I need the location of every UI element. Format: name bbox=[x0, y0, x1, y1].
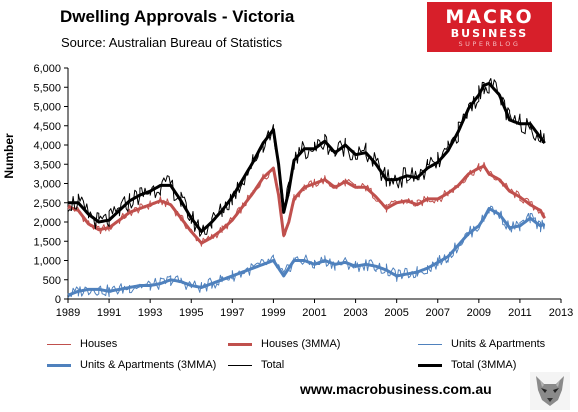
legend-label: Houses bbox=[80, 338, 118, 350]
x-tick-label: 2011 bbox=[508, 307, 532, 319]
y-axis-label: Number bbox=[2, 133, 16, 179]
tick-labels: 0 500 1,000 1,500 2,000 2,500 3,000 3,500 4,000 4… bbox=[33, 63, 573, 319]
x-tick-label: 1993 bbox=[138, 307, 162, 319]
y-tick-label: 1,500 bbox=[33, 236, 61, 248]
legend-label: Total (3MMA) bbox=[451, 359, 517, 371]
x-tick-label: 1995 bbox=[179, 307, 203, 319]
legend-swatch bbox=[228, 343, 252, 346]
y-tick-label: 1,000 bbox=[33, 256, 61, 268]
x-tick-label: 2003 bbox=[343, 307, 367, 319]
series-layer bbox=[67, 78, 546, 299]
y-tick-label: 3,500 bbox=[33, 159, 61, 171]
x-tick-label: 2013 bbox=[549, 307, 573, 319]
footer-url: www.macrobusiness.com.au bbox=[300, 381, 492, 397]
x-tick-label: 2005 bbox=[384, 307, 408, 319]
series-line-1 bbox=[67, 164, 546, 245]
x-tick-label: 2007 bbox=[426, 307, 450, 319]
legend-swatch bbox=[418, 364, 442, 367]
y-tick-label: 5,000 bbox=[33, 102, 61, 114]
y-tick-label: 6,000 bbox=[33, 63, 61, 75]
y-tick-label: 3,000 bbox=[33, 179, 61, 191]
y-tick-label: 0 bbox=[55, 294, 61, 306]
y-tick-label: 500 bbox=[43, 275, 61, 287]
series-line-3 bbox=[67, 207, 546, 297]
legend-swatch bbox=[418, 344, 442, 345]
chart-title: Dwelling Approvals - Victoria bbox=[60, 7, 295, 26]
legend-swatch bbox=[47, 364, 71, 367]
y-tick-label: 4,000 bbox=[33, 140, 61, 152]
line-chart: 0 500 1,000 1,500 2,000 2,500 3,000 3,500 4,000 4… bbox=[2, 63, 573, 319]
y-tick-label: 2,000 bbox=[33, 217, 61, 229]
logo-line-3: SUPERBLOG bbox=[458, 40, 521, 48]
legend-label: Units & Apartments bbox=[451, 338, 546, 350]
x-tick-label: 2009 bbox=[467, 307, 491, 319]
legend-label: Houses (3MMA) bbox=[261, 338, 341, 350]
legend-swatch bbox=[228, 365, 252, 366]
logo-line-2: BUSINESS bbox=[450, 27, 529, 40]
legend-swatch bbox=[47, 344, 71, 345]
x-tick-label: 1997 bbox=[220, 307, 244, 319]
y-tick-label: 5,500 bbox=[33, 82, 61, 94]
macrobusiness-logo: MACRO BUSINESS SUPERBLOG bbox=[427, 2, 552, 52]
wolf-mascot-icon bbox=[530, 372, 570, 410]
legend-label: Units & Apartments (3MMA) bbox=[80, 359, 217, 371]
x-tick-label: 1999 bbox=[261, 307, 285, 319]
x-tick-label: 1991 bbox=[97, 307, 121, 319]
x-tick-label: 2001 bbox=[302, 307, 326, 319]
chart-subtitle: Source: Australian Bureau of Statistics bbox=[61, 35, 283, 50]
series-line-0 bbox=[67, 161, 546, 247]
logo-line-1: MACRO bbox=[445, 6, 534, 28]
y-tick-label: 4,500 bbox=[33, 121, 61, 133]
legend-label: Total bbox=[261, 359, 285, 371]
chart-axes bbox=[64, 67, 562, 303]
y-tick-label: 2,500 bbox=[33, 198, 61, 210]
series-line-5 bbox=[68, 81, 546, 234]
x-tick-label: 1989 bbox=[56, 307, 80, 319]
